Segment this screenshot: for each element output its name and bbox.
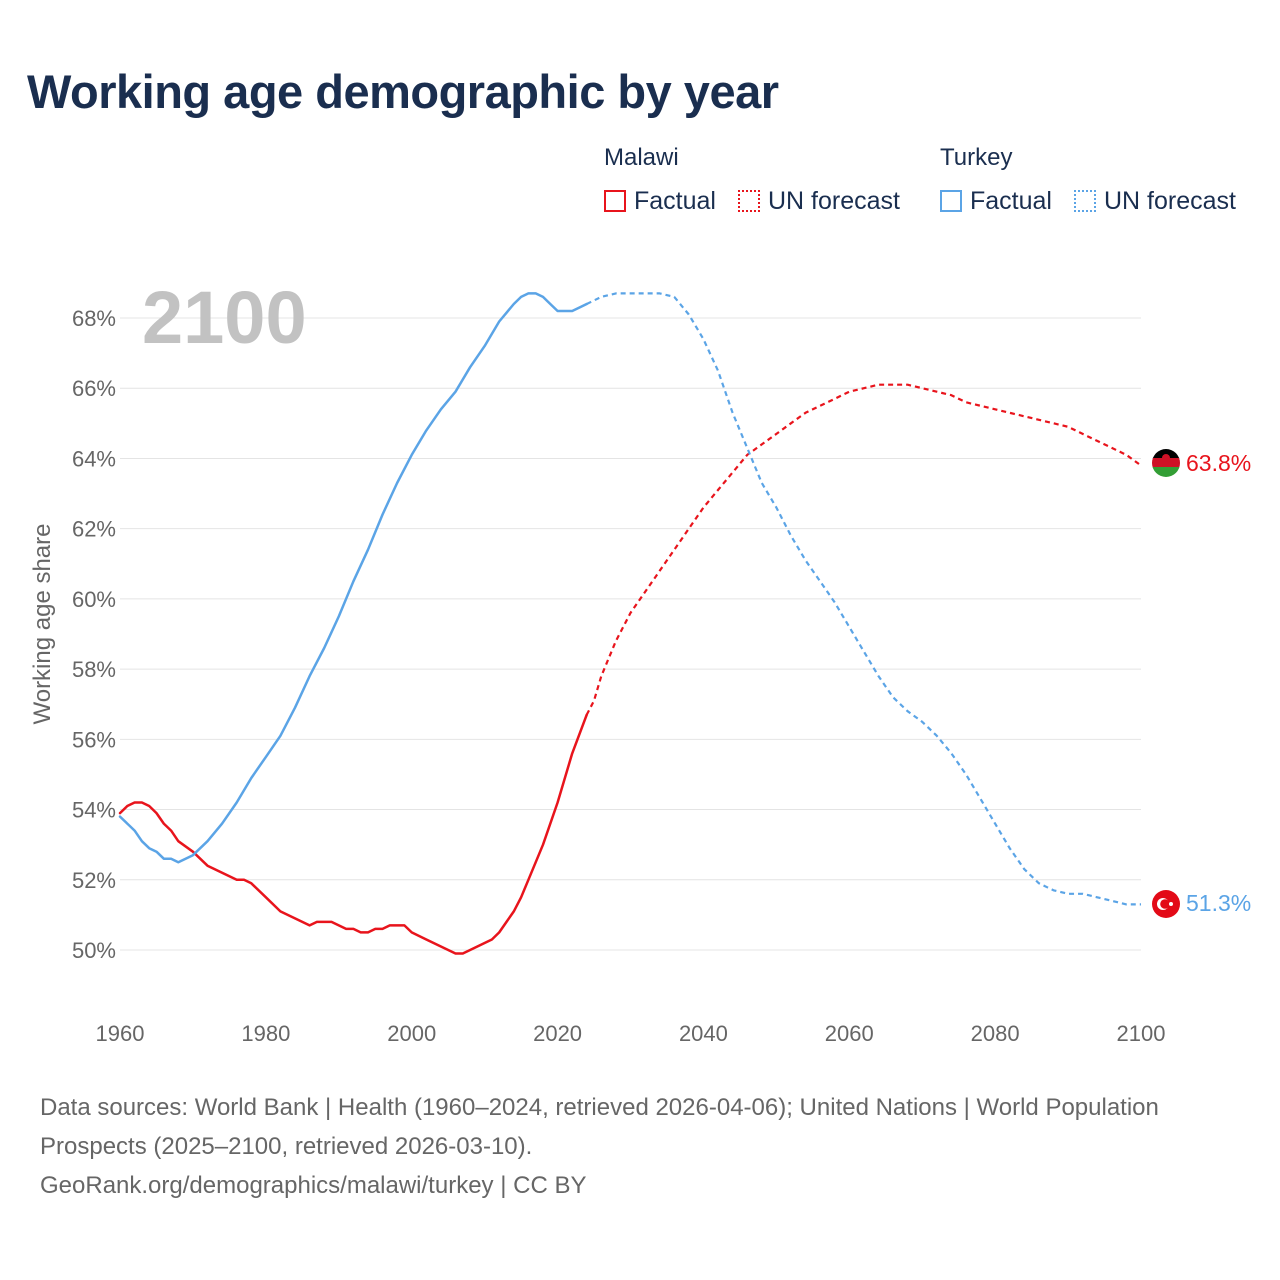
x-axis-ticks: 1960 1980 2000 2020 2040 2060 2080 2100	[96, 1021, 1166, 1046]
y-tick-label: 52%	[72, 868, 116, 893]
legend-swatch-turkey-factual	[940, 190, 962, 212]
legend-label-turkey-factual: Factual	[970, 186, 1052, 215]
line-chart: 2100 50% 52% 54% 56% 58% 60% 62% 64% 66% 68% 1960…	[29, 276, 1251, 1046]
x-tick-label: 2060	[825, 1021, 874, 1046]
turkey-end-value: 51.3%	[1186, 890, 1251, 916]
y-tick-label: 56%	[72, 727, 116, 752]
series-lines	[118, 292, 1142, 955]
y-tick-label: 62%	[72, 517, 116, 542]
turkey-factual-line	[118, 292, 588, 864]
malawi-end-value: 63.8%	[1186, 450, 1251, 476]
y-tick-label: 54%	[72, 798, 116, 823]
y-tick-label: 58%	[72, 657, 116, 682]
malawi-forecast-line	[585, 383, 1142, 716]
year-watermark: 2100	[142, 276, 307, 359]
legend-swatch-turkey-forecast	[1074, 190, 1096, 212]
legend-item-turkey-forecast[interactable]: UN forecast	[1074, 186, 1236, 216]
x-tick-label: 1960	[96, 1021, 145, 1046]
legend-item-malawi-factual[interactable]: Factual	[604, 186, 716, 216]
attribution-text: GeoRank.org/demographics/malawi/turkey |…	[40, 1172, 587, 1199]
legend-group-title-malawi: Malawi	[604, 144, 679, 171]
turkey-flag-icon	[1152, 890, 1180, 918]
x-tick-label: 2040	[679, 1021, 728, 1046]
data-sources-text: Data sources: World Bank | Health (1960–…	[40, 1094, 1159, 1160]
y-tick-label: 60%	[72, 587, 116, 612]
legend-item-malawi-forecast[interactable]: UN forecast	[738, 186, 900, 216]
x-tick-label: 1980	[241, 1021, 290, 1046]
y-tick-label: 50%	[72, 938, 116, 963]
legend-swatch-malawi-factual	[604, 190, 626, 212]
y-tick-label: 66%	[72, 376, 116, 401]
x-tick-label: 2100	[1117, 1021, 1166, 1046]
legend-group-title-turkey: Turkey	[940, 144, 1013, 171]
legend-label-malawi-forecast: UN forecast	[768, 186, 900, 215]
page-title: Working age demographic by year	[27, 65, 779, 118]
y-tick-label: 68%	[72, 306, 116, 331]
y-axis-label: Working age share	[29, 524, 56, 725]
gridlines	[120, 317, 1141, 951]
x-tick-label: 2020	[533, 1021, 582, 1046]
x-tick-label: 2080	[971, 1021, 1020, 1046]
legend-label-turkey-forecast: UN forecast	[1104, 186, 1236, 215]
legend-label-malawi-factual: Factual	[634, 186, 716, 215]
y-axis-ticks: 50% 52% 54% 56% 58% 60% 62% 64% 66% 68%	[72, 306, 116, 963]
malawi-factual-line	[118, 713, 588, 955]
legend-swatch-malawi-forecast	[738, 190, 760, 212]
legend-item-turkey-factual[interactable]: Factual	[940, 186, 1052, 216]
chart-footer: Data sources: World Bank | Health (1960–…	[40, 1088, 1240, 1205]
x-tick-label: 2000	[387, 1021, 436, 1046]
y-tick-label: 64%	[72, 446, 116, 471]
malawi-flag-icon	[1152, 449, 1180, 477]
